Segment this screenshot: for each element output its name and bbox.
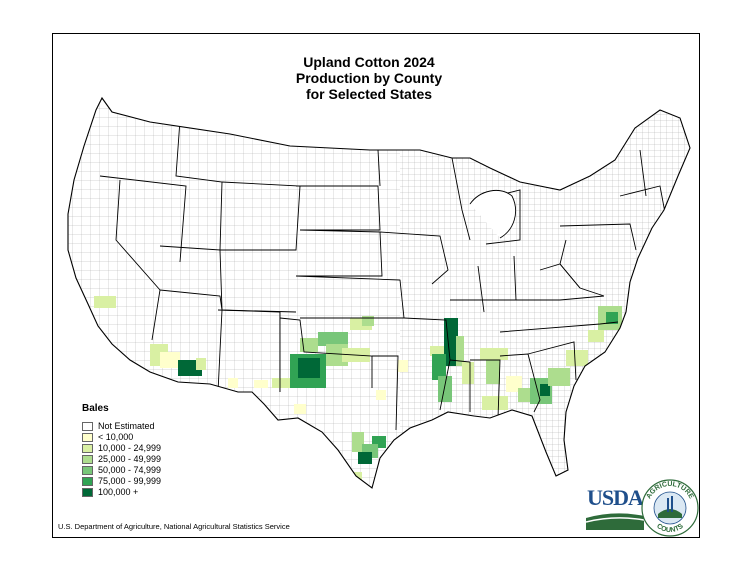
- legend-title: Bales: [82, 403, 109, 414]
- legend-swatch: [82, 422, 93, 431]
- legend-swatch: [82, 466, 93, 475]
- legend-label: Not Estimated: [98, 421, 155, 431]
- map-title-line-2: Production by County: [295, 70, 443, 86]
- legend-label: 50,000 - 74,999: [98, 465, 162, 475]
- legend-swatch: [82, 488, 93, 497]
- legend-swatch: [82, 477, 93, 486]
- seal-bottom-text: COUNTS: [655, 523, 685, 535]
- legend-label: 75,000 - 99,999: [98, 476, 162, 486]
- legend-swatch: [82, 433, 93, 442]
- usda-logo-hills-icon: [586, 513, 644, 530]
- source-credit: U.S. Department of Agriculture, National…: [58, 522, 290, 531]
- legend-swatch: [82, 444, 93, 453]
- map-title-line-1: Upland Cotton 2024: [303, 54, 435, 70]
- legend-label: < 10,000: [98, 432, 134, 442]
- cotton-county-fills: [94, 296, 622, 484]
- usda-logo-text: USDA: [587, 485, 644, 510]
- usda-logo: USDA: [586, 485, 644, 530]
- us-outline: [67, 96, 691, 489]
- legend-label: 10,000 - 24,999: [98, 443, 162, 453]
- state-borders: [99, 119, 667, 431]
- legend-label: 100,000 +: [98, 487, 139, 497]
- legend-label: 25,000 - 49,999: [98, 454, 162, 464]
- legend-swatch: [82, 455, 93, 464]
- agriculture-counts-seal: AGRICULTURE COUNTS: [641, 479, 699, 537]
- map-title-line-3: for Selected States: [305, 86, 433, 102]
